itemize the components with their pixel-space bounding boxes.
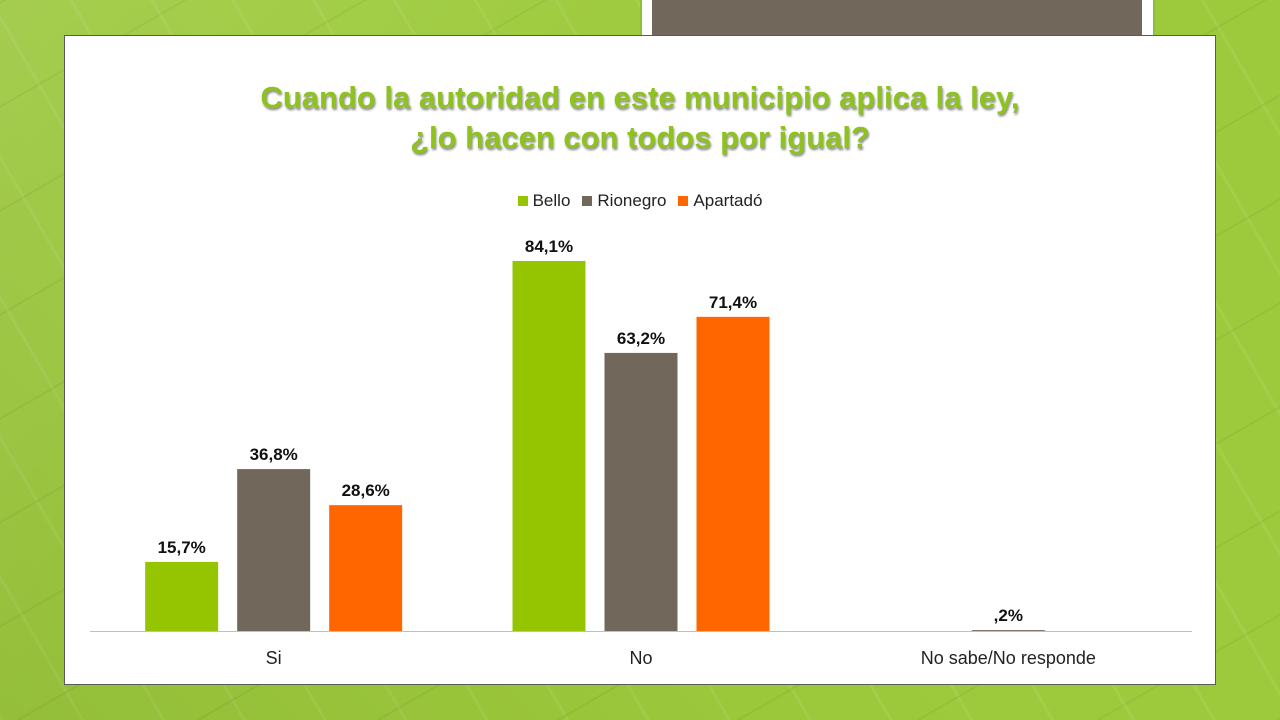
legend-item-1: Rionegro	[582, 191, 666, 211]
bar-apartadó-1	[696, 316, 770, 631]
x-tick-label: No	[629, 648, 652, 668]
bar-rionegro-0	[237, 469, 311, 631]
data-label: 71,4%	[709, 293, 757, 312]
legend-item-0: Bello	[517, 191, 571, 211]
bar-rionegro-2	[971, 630, 1045, 631]
bar-bello-0	[145, 561, 219, 631]
chart-title-line-2: ¿lo hacen con todos por igual?	[410, 120, 870, 155]
bar-apartadó-0	[329, 505, 403, 631]
data-label: 63,2%	[617, 329, 665, 348]
data-label: ,2%	[994, 606, 1023, 625]
x-tick-label: Si	[266, 648, 282, 668]
bar-rionegro-1	[604, 352, 678, 631]
chart-title-line-1: Cuando la autoridad en este municipio ap…	[260, 80, 1020, 115]
chart-title: Cuando la autoridad en este municipio ap…	[64, 78, 1216, 158]
legend-label: Bello	[532, 191, 571, 210]
data-label: 15,7%	[158, 538, 206, 557]
legend-swatch	[678, 196, 689, 206]
legend-swatch	[582, 196, 593, 206]
legend-label: Apartadó	[693, 191, 763, 210]
data-label: 84,1%	[525, 237, 573, 256]
x-tick-label: No sabe/No responde	[921, 648, 1096, 668]
chart-legend: Bello Rionegro Apartadó	[64, 191, 1216, 211]
bar-bello-1	[512, 260, 586, 631]
data-label: 28,6%	[342, 481, 390, 500]
data-label: 36,8%	[250, 445, 298, 464]
legend-label: Rionegro	[597, 191, 667, 210]
legend-swatch	[517, 196, 528, 206]
legend-item-2: Apartadó	[678, 191, 762, 211]
